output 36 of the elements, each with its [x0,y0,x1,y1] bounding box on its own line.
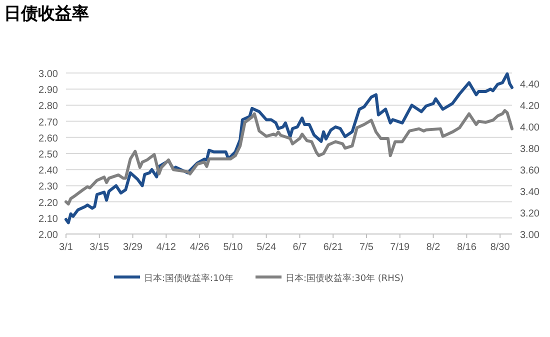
x-tick-label: 7/5 [360,242,374,253]
chart-title: 日债收益率 [4,4,89,24]
x-tick-label: 4/12 [156,242,176,253]
x-tick-label: 3/15 [90,242,110,253]
y2-tick-label: 4.20 [520,101,540,112]
x-tick-label: 8/2 [426,242,441,253]
legend-label: 日本:国债收益率:10年 [144,273,234,284]
x-tick-label: 5/10 [223,242,244,253]
y-tick-label: 2.80 [38,101,58,112]
x-tick-label: 4/26 [190,242,210,253]
x-tick-label: 6/7 [292,242,308,253]
x-tick-label: 6/21 [323,242,344,253]
y-tick-label: 2.40 [38,166,58,177]
y-tick-label: 2.20 [38,198,58,209]
x-tick-label: 3/29 [123,242,143,253]
y-tick-label: 2.30 [38,182,58,193]
y2-tick-label: 4.40 [520,80,540,91]
y2-tick-label: 4.00 [520,122,540,134]
y-tick-label: 3.00 [38,69,58,80]
y-tick-label: 2.70 [38,117,58,128]
y-tick-label: 2.10 [38,214,58,225]
y2-tick-label: 3.40 [520,187,540,198]
y2-tick-label: 3.60 [520,166,540,177]
y2-tick-label: 3.80 [520,144,540,156]
x-tick-label: 8/16 [456,242,477,253]
y2-tick-label: 3.20 [520,208,540,220]
y-tick-label: 2.50 [38,150,58,160]
y2-tick-label: 3.00 [520,230,540,241]
x-tick-label: 3/1 [59,242,74,253]
legend-label: 日本:国债收益率:30年 (RHS) [286,273,404,284]
y-tick-label: 2.90 [38,85,58,96]
x-tick-label: 7/19 [390,242,410,253]
y-tick-label: 2.60 [38,133,58,144]
x-tick-label: 5/24 [256,242,277,253]
x-tick-label: 8/30 [490,242,510,253]
y-tick-label: 2.00 [38,230,58,241]
